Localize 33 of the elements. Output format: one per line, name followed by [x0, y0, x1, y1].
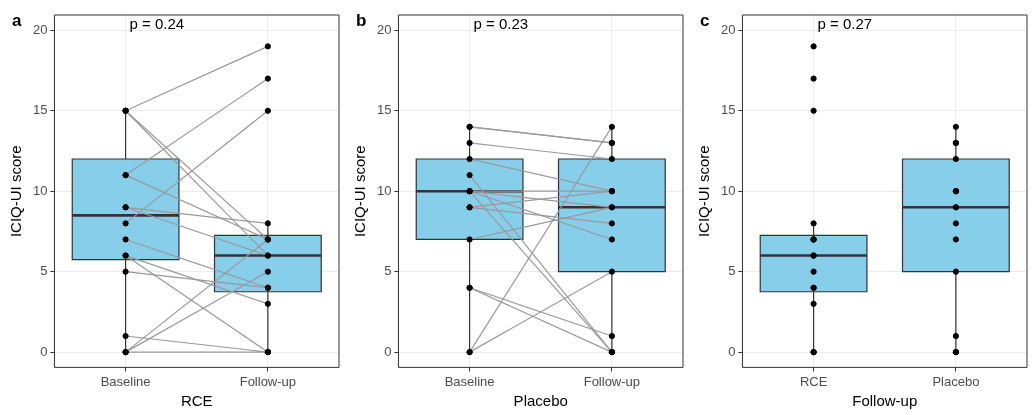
y-tick-label: 20 — [32, 21, 48, 37]
y-tick-label: 15 — [32, 102, 48, 118]
x-tick-label: Follow-up — [239, 373, 297, 389]
chart-title: a — [12, 11, 22, 31]
annotation: p = 0.27 — [817, 14, 873, 32]
y-tick-label: 5 — [728, 263, 736, 279]
y-tick-label: 10 — [32, 182, 48, 198]
y-tick-label: 5 — [384, 263, 392, 279]
y-tick-label: 15 — [720, 102, 736, 118]
y-tick-label: 0 — [728, 343, 736, 359]
y-axis-title: ICIQ-UI score — [351, 145, 369, 238]
x-tick-label: Placebo — [932, 373, 980, 389]
y-tick-label: 0 — [40, 343, 48, 359]
chart-title: c — [700, 11, 710, 31]
x-axis-title: RCE — [180, 392, 213, 410]
y-tick-label: 10 — [720, 182, 736, 198]
x-axis-title: Placebo — [513, 392, 568, 410]
y-tick-label: 20 — [376, 21, 392, 37]
y-tick-label: 0 — [384, 343, 392, 359]
y-tick-label: 15 — [376, 102, 392, 118]
chart-title: b — [356, 11, 367, 31]
x-tick-label: Baseline — [444, 373, 495, 389]
annotation: p = 0.23 — [473, 14, 529, 32]
annotation: p = 0.24 — [129, 14, 185, 32]
x-tick-label: Baseline — [100, 373, 151, 389]
x-axis-title: Follow-up — [852, 392, 918, 410]
x-tick-label: Follow-up — [583, 373, 641, 389]
y-tick-label: 10 — [376, 182, 392, 198]
y-axis-title: ICIQ-UI score — [7, 145, 25, 238]
y-tick-label: 20 — [720, 21, 736, 37]
y-axis-title: ICIQ-UI score — [695, 145, 713, 238]
y-tick-label: 5 — [40, 263, 48, 279]
x-tick-label: RCE — [799, 373, 828, 389]
